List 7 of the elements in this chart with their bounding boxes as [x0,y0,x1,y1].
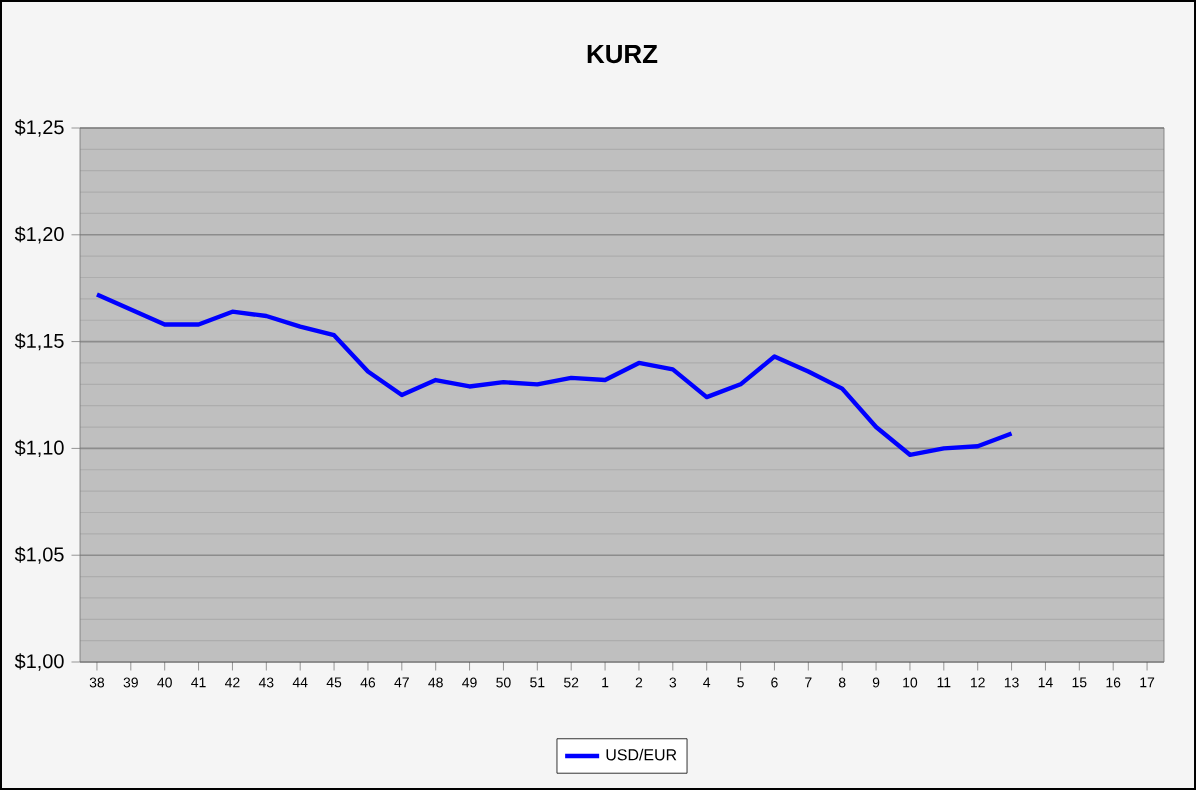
y-tick-label: $1,00 [14,653,64,671]
y-tick-label: $1,05 [14,546,64,564]
chart-title: KURZ [587,45,658,64]
y-tick-label: $1,25 [14,119,64,137]
y-tick-label: $1,15 [14,332,64,351]
y-tick-label: $1,10 [14,439,64,458]
y-tick-label: $1,20 [14,226,64,244]
